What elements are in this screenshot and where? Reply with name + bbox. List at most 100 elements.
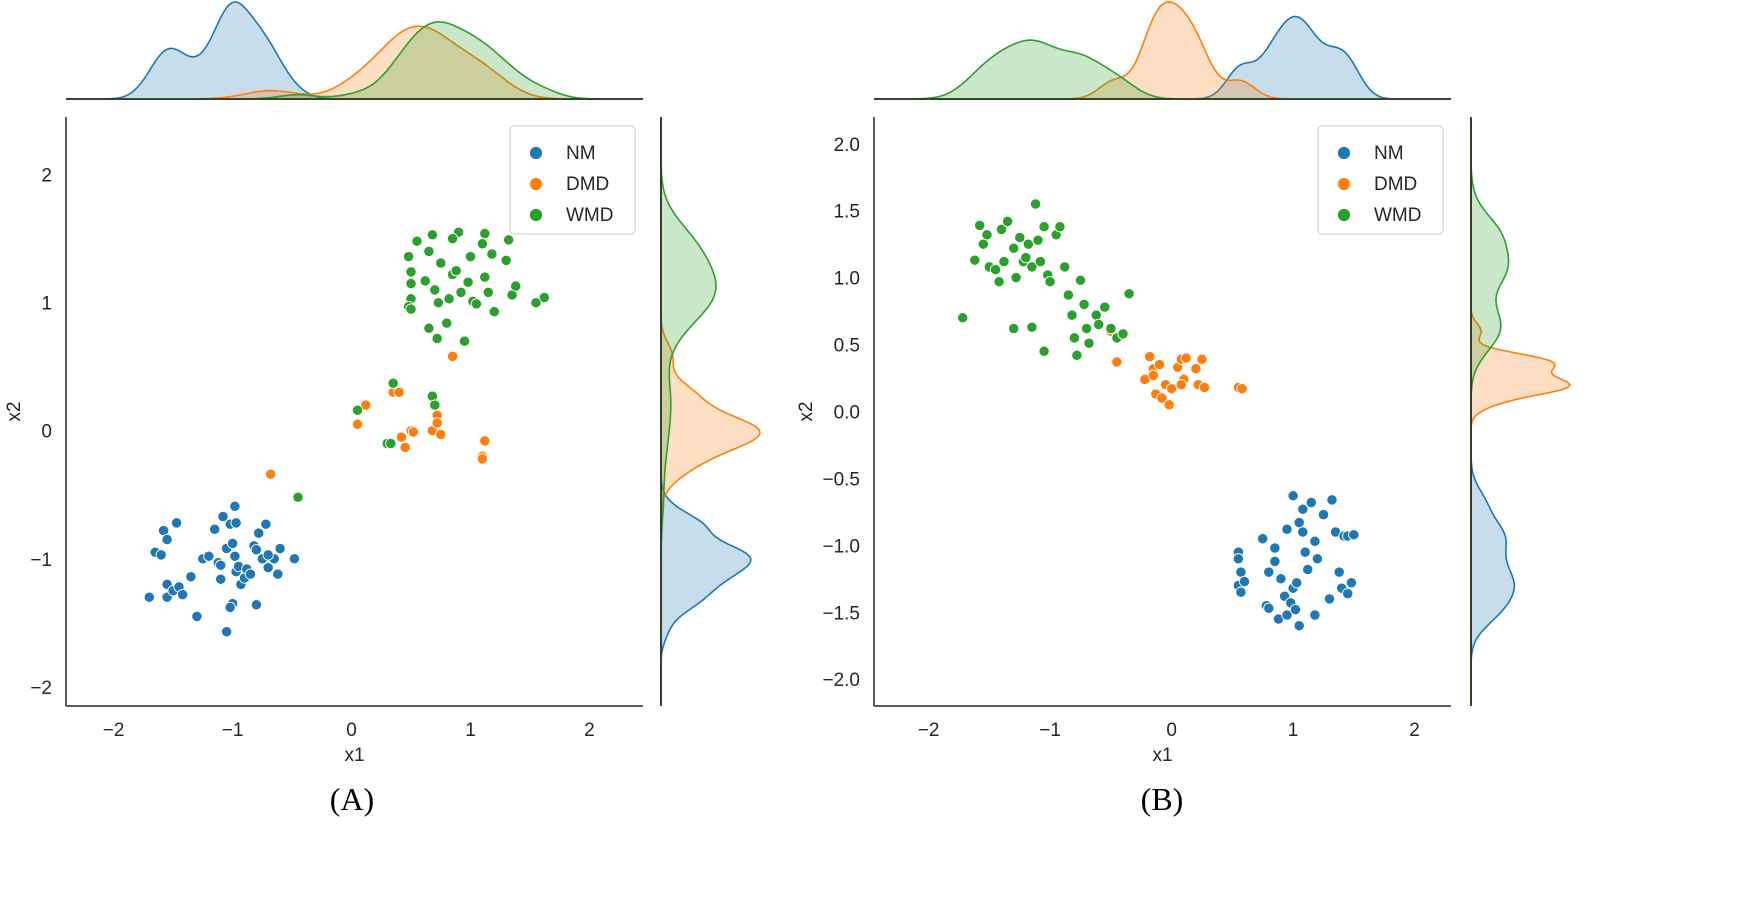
data-point-nm <box>176 588 189 601</box>
data-point-nm <box>215 573 227 585</box>
data-point-nm <box>191 610 203 623</box>
panel-caption: (A) <box>330 781 374 817</box>
data-point-wmd <box>470 298 483 310</box>
data-point-nm <box>1342 587 1354 600</box>
series-wmd <box>957 198 1135 361</box>
data-point-wmd <box>1038 221 1050 233</box>
legend-marker-wmd <box>529 208 543 222</box>
data-point-nm <box>1317 508 1330 521</box>
data-point-wmd <box>482 286 494 299</box>
y-tick-label: 2 <box>41 166 52 187</box>
data-point-nm <box>224 601 236 614</box>
data-point-wmd <box>1026 321 1038 333</box>
legend-label-dmd: DMD <box>566 174 609 195</box>
data-point-wmd <box>402 250 415 263</box>
data-point-wmd <box>538 291 550 304</box>
data-point-wmd <box>450 265 462 277</box>
data-point-dmd <box>1147 369 1160 382</box>
data-point-wmd <box>1093 318 1105 331</box>
data-point-nm <box>170 517 183 529</box>
data-point-wmd <box>1117 328 1129 340</box>
data-point-wmd <box>974 219 986 232</box>
legend-marker-wmd <box>1337 208 1351 222</box>
data-point-nm <box>250 599 263 611</box>
data-point-dmd <box>1144 350 1156 363</box>
data-point-nm <box>1348 529 1360 541</box>
data-point-nm <box>1235 566 1247 578</box>
data-point-wmd <box>1008 242 1020 254</box>
data-point-wmd <box>1059 261 1071 273</box>
data-point-nm <box>226 537 239 550</box>
x-tick-label: −1 <box>1039 720 1061 741</box>
chart-panel-a: −2 −1 0 1 2 −2 −1 0 1 2 x1 x2 NM DMD WMD (A) <box>4 1 761 817</box>
legend-marker-dmd <box>529 177 543 191</box>
data-point-wmd <box>426 229 439 241</box>
data-point-nm <box>1297 526 1309 538</box>
data-point-dmd <box>393 386 405 398</box>
data-point-wmd <box>1022 238 1034 250</box>
data-point-nm <box>1311 553 1324 565</box>
top-marginal-kde <box>66 1 643 100</box>
data-point-wmd <box>455 286 467 299</box>
legend: NM DMD WMD <box>509 125 636 235</box>
y-tick-label: 1.5 <box>834 202 860 223</box>
legend-label-nm: NM <box>1374 143 1404 164</box>
data-point-nm <box>1269 555 1281 568</box>
series-nm <box>143 500 301 638</box>
data-point-wmd <box>405 277 417 290</box>
legend-label-nm: NM <box>566 143 596 164</box>
series-dmd <box>1105 325 1248 411</box>
y-axis-title: x2 <box>4 401 25 421</box>
data-point-nm <box>1238 575 1251 588</box>
series-dmd <box>264 350 491 480</box>
top-marginal-kde <box>874 1 1451 100</box>
data-point-nm <box>229 550 241 562</box>
y-tick-label: −1 <box>30 550 52 571</box>
data-point-nm <box>1281 609 1293 621</box>
x-tick-label: 2 <box>1409 720 1420 741</box>
data-point-wmd <box>1054 221 1066 233</box>
data-point-nm <box>1269 542 1281 554</box>
data-point-wmd <box>423 245 435 258</box>
y-tick-label: 0 <box>41 422 52 443</box>
data-point-dmd <box>479 435 491 447</box>
data-point-nm <box>262 549 274 561</box>
x-axis-title: x1 <box>344 745 364 766</box>
x-tick-label: −2 <box>918 720 940 741</box>
data-point-nm <box>274 542 286 555</box>
data-point-nm <box>1232 553 1245 565</box>
data-point-wmd <box>1038 345 1050 357</box>
data-point-nm <box>1263 566 1275 578</box>
data-point-nm <box>1345 577 1358 589</box>
data-point-wmd <box>993 276 1005 288</box>
x-tick-label: 0 <box>346 720 357 741</box>
data-point-nm <box>1293 620 1305 632</box>
data-point-nm <box>250 544 263 556</box>
data-point-dmd <box>431 417 443 429</box>
data-point-nm <box>220 626 233 638</box>
data-point-dmd <box>476 453 489 465</box>
y-tick-label: −2.0 <box>822 670 860 691</box>
x-tick-label: −2 <box>103 720 125 741</box>
data-point-dmd <box>1156 392 1168 404</box>
data-point-dmd <box>351 418 364 430</box>
data-point-wmd <box>1099 301 1111 313</box>
data-point-dmd <box>1175 379 1187 391</box>
data-point-wmd <box>977 238 989 250</box>
data-point-nm <box>229 500 241 512</box>
data-point-wmd <box>1044 276 1056 288</box>
data-point-wmd <box>981 229 993 241</box>
y-tick-label: 0.5 <box>834 336 860 357</box>
data-point-wmd <box>441 317 453 329</box>
data-point-wmd <box>423 322 435 334</box>
data-point-wmd <box>479 271 491 283</box>
data-point-dmd <box>1190 363 1202 375</box>
data-point-wmd <box>510 280 522 292</box>
data-point-nm <box>1293 516 1305 529</box>
data-point-wmd <box>1066 309 1078 321</box>
data-point-wmd <box>1078 298 1090 311</box>
legend-marker-nm <box>529 146 543 160</box>
chart-panel-b: −2 −1 0 1 2 −2.0 −1.5 −1.0 −0.5 0.0 0.5 1.0 1.5 2.0 x1… <box>796 1 1572 817</box>
data-point-nm <box>1291 577 1303 589</box>
data-point-nm <box>244 568 257 580</box>
